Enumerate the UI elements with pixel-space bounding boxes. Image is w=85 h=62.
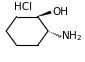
Text: NH$_2$: NH$_2$ xyxy=(61,30,83,43)
Text: OH: OH xyxy=(52,7,68,17)
Text: HCl: HCl xyxy=(14,2,32,12)
Polygon shape xyxy=(38,11,51,16)
